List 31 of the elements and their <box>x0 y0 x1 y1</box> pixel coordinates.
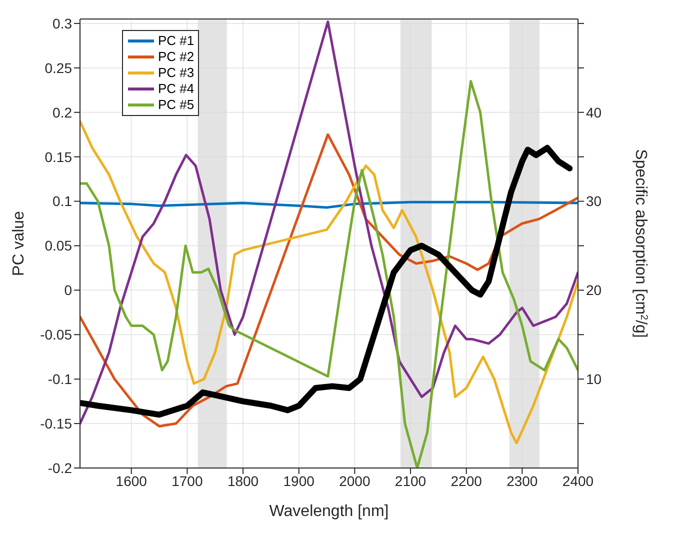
x-tick-label: 1900 <box>283 472 315 489</box>
y-tick-label: 0.3 <box>52 15 72 32</box>
legend-label: PC #5 <box>158 97 194 113</box>
y2-tick-label: 10 <box>586 371 602 388</box>
y-tick-label: 0.05 <box>44 238 72 254</box>
legend-label: PC #3 <box>158 65 194 81</box>
y-tick-label: 0.2 <box>52 104 72 120</box>
y-tick-label: -0.05 <box>40 326 72 343</box>
y-tick-label: 0.25 <box>44 60 72 76</box>
x-tick-label: 1600 <box>116 472 148 489</box>
x-tick-label: 1800 <box>227 472 259 489</box>
y2-tick-label: 20 <box>586 282 602 298</box>
x-tick-label: 2100 <box>394 472 426 489</box>
x-tick-label: 2200 <box>450 472 482 489</box>
legend-label: PC #4 <box>158 81 194 97</box>
y-axis-title: PC value <box>10 210 28 276</box>
y-tick-label: -0.2 <box>48 460 72 476</box>
y2-tick-label: 40 <box>586 104 602 120</box>
x-tick-label: 2300 <box>506 472 538 489</box>
y-tick-label: -0.15 <box>40 416 72 432</box>
y-tick-label: -0.1 <box>48 371 72 388</box>
y-tick-label: 0.15 <box>44 148 72 165</box>
x-tick-label: 2000 <box>339 472 370 489</box>
y-tick-label: 0 <box>64 282 72 298</box>
legend-label: PC #1 <box>158 33 194 49</box>
y-tick-label: 0.1 <box>52 193 72 210</box>
x-tick-label: 2400 <box>562 472 594 489</box>
x-axis-title: Wavelength [nm] <box>269 503 389 520</box>
legend-label: PC #2 <box>158 49 194 65</box>
y2-tick-label: 30 <box>586 193 602 210</box>
x-tick-label: 1700 <box>172 472 203 489</box>
